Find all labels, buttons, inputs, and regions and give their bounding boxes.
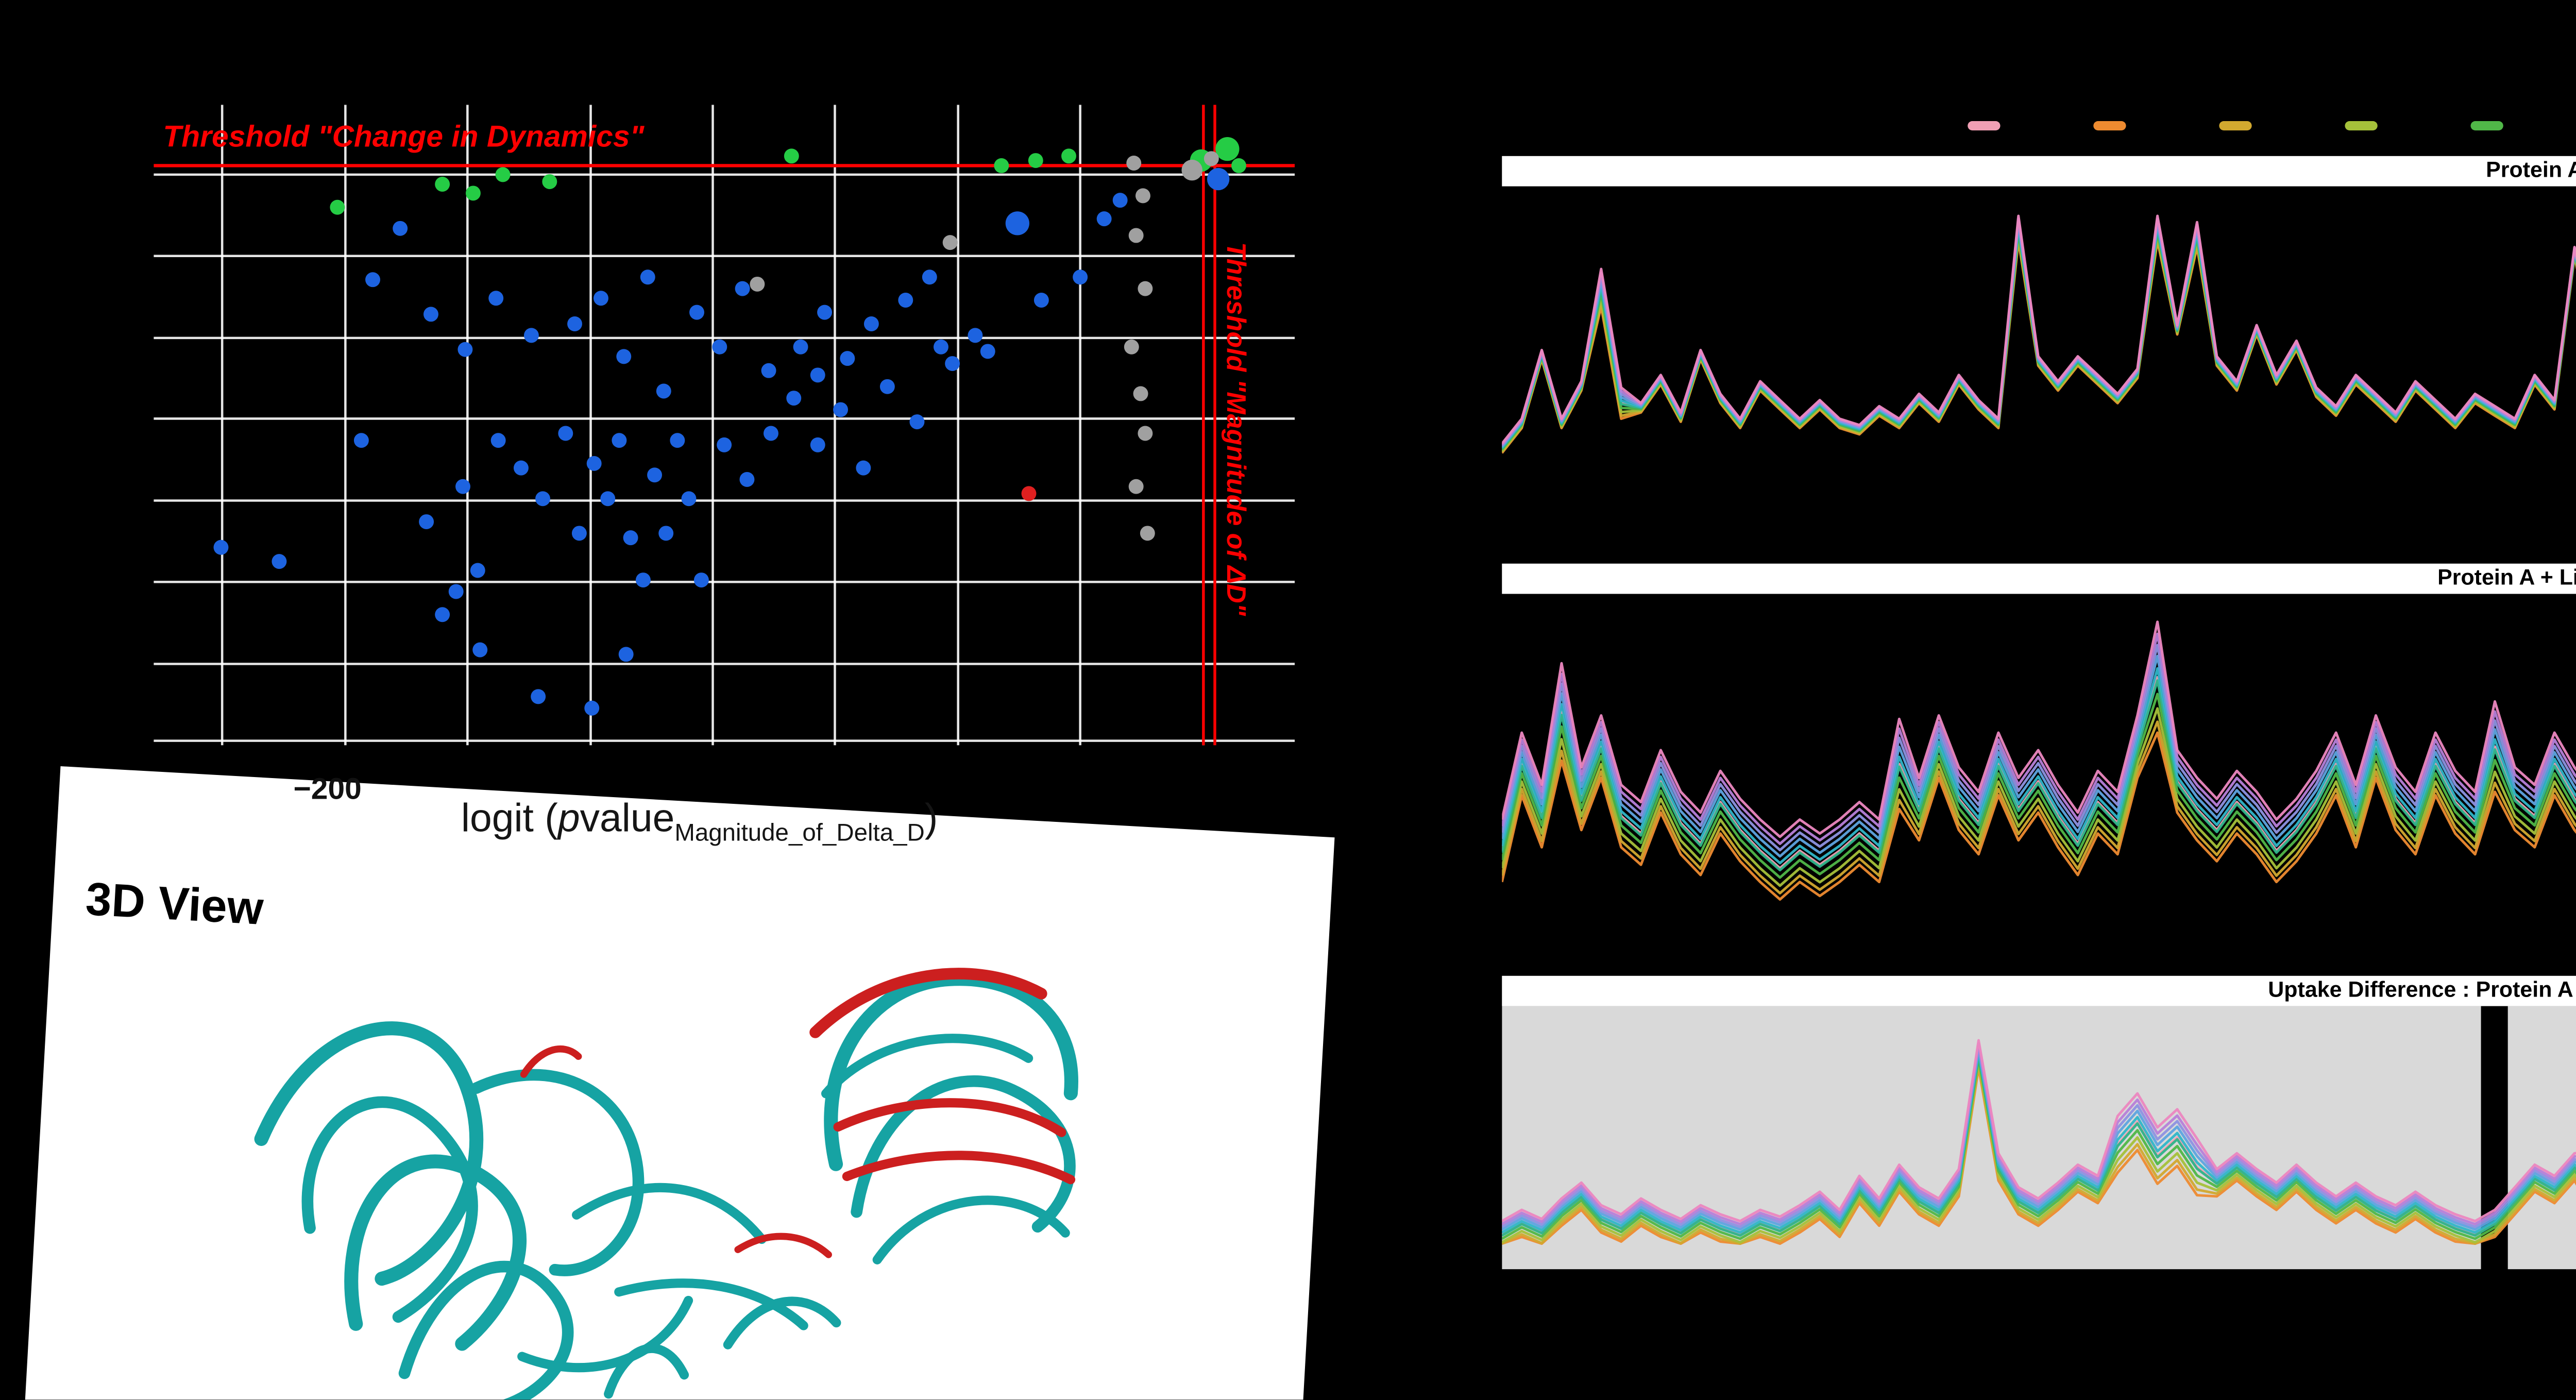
legend-swatch-timepoint-3[interactable] (2219, 121, 2252, 131)
legend-swatch-timepoint-1[interactable] (1968, 121, 2001, 131)
xaxis-p: p (557, 796, 580, 841)
legend-swatch-timepoint-5[interactable] (2470, 121, 2503, 131)
3d-view-panel[interactable]: 3D View (18, 766, 1335, 1400)
xaxis-value: value (580, 796, 675, 841)
threshold-dynamics-label: Threshold "Change in Dynamics" (163, 119, 645, 154)
panel-title-protein-a-ligand-text: Protein A + Ligand (2437, 566, 2576, 592)
timepoint-legend (1968, 121, 2576, 131)
protein-3d-structure[interactable] (18, 766, 1334, 1400)
xaxis-suffix: ) (924, 796, 938, 841)
uptake-difference-chart[interactable] (1502, 1006, 2576, 1270)
panel-title-uptake-difference-text: Uptake Difference : Protein A - (Protein… (2268, 978, 2576, 1004)
xaxis-subscript: Magnitude_of_Delta_D (674, 819, 925, 848)
threshold-magnitude-label: Threshold "Magnitude of ΔD" (1220, 242, 1248, 616)
panel-title-protein-a: Protein A (1502, 156, 2576, 187)
panel-title-protein-a-ligand: Protein A + Ligand (1502, 563, 2576, 594)
panel-title-protein-a-text: Protein A (2486, 158, 2576, 184)
panel-title-uptake-difference: Uptake Difference : Protein A - (Protein… (1502, 975, 2576, 1006)
volcano-plot[interactable] (154, 105, 1295, 746)
xaxis-prefix: logit ( (461, 796, 558, 841)
uptake-chart-protein-a[interactable] (1502, 187, 2576, 536)
volcano-x-axis-label: logit (pvalueMagnitude_of_Delta_D) (461, 797, 938, 848)
volcano-x-tick-label: −200 (293, 771, 362, 806)
uptake-chart-protein-a-ligand[interactable] (1502, 594, 2576, 979)
legend-swatch-timepoint-2[interactable] (2093, 121, 2126, 131)
legend-swatch-timepoint-4[interactable] (2345, 121, 2378, 131)
